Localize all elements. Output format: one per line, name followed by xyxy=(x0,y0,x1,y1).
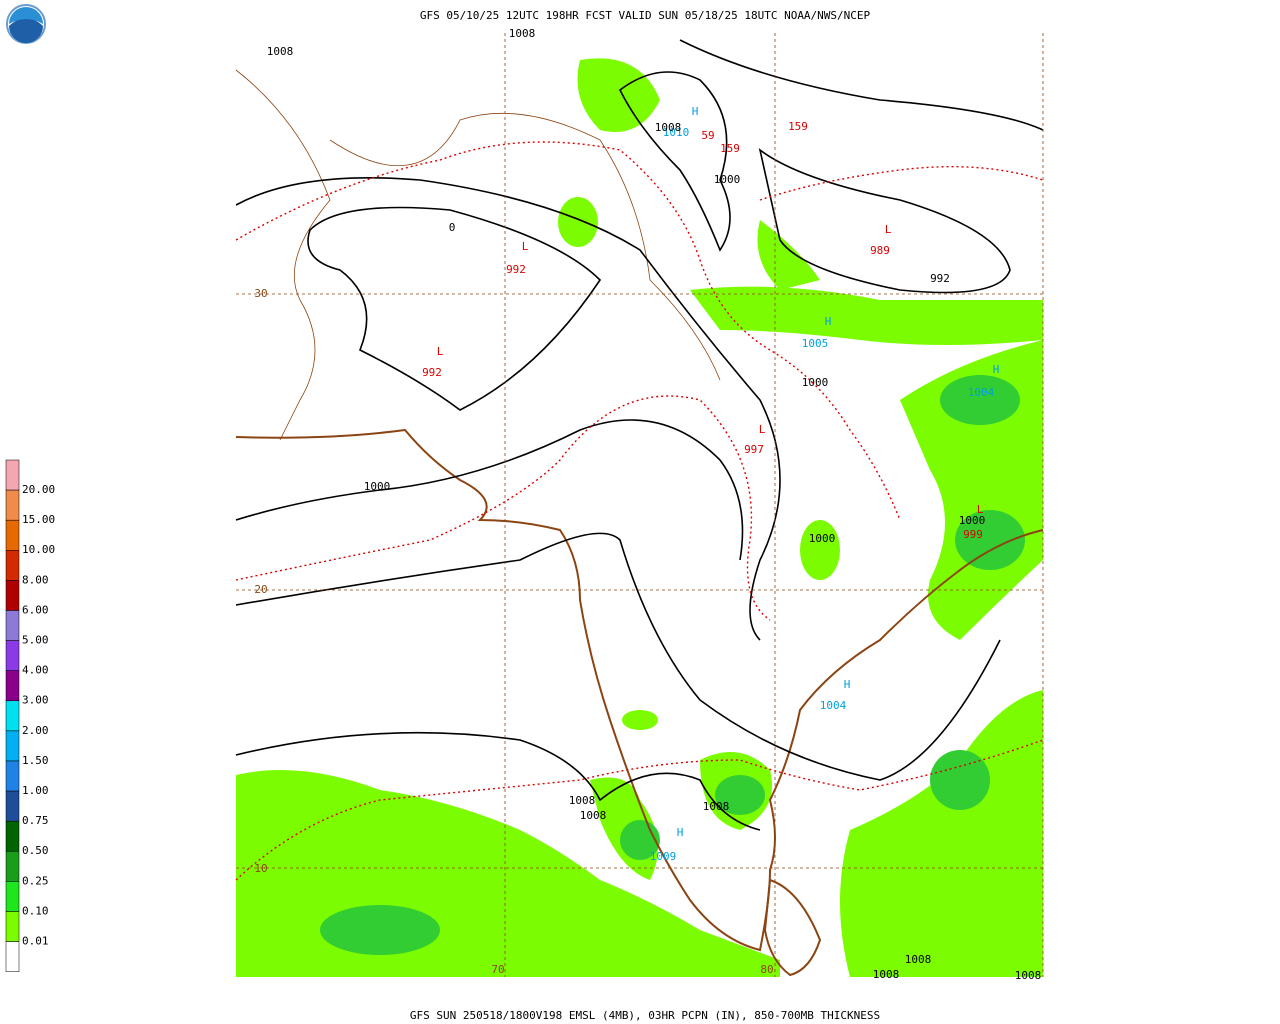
legend-swatch xyxy=(5,911,20,942)
graticule xyxy=(236,33,1044,977)
caption: GFS SUN 250518/1800V198 EMSL (4MB), 03HR… xyxy=(410,1009,880,1022)
legend-swatch xyxy=(5,760,20,792)
map-label: 1008 xyxy=(509,27,536,40)
legend-label: 8.00 xyxy=(22,573,49,586)
map-label: 159 xyxy=(720,142,740,155)
thickness xyxy=(235,141,1044,881)
map-label: 1008 xyxy=(703,800,730,813)
legend-swatch xyxy=(5,670,20,702)
map-label: 1010 xyxy=(663,126,690,139)
map-label: 1004 xyxy=(968,386,995,399)
map-label: 159 xyxy=(788,120,808,133)
map-label: 1000 xyxy=(714,173,741,186)
legend-label: 0.25 xyxy=(22,874,49,887)
legend-swatch xyxy=(5,820,20,852)
map-label: 1008 xyxy=(267,45,294,58)
map-label: 1008 xyxy=(569,794,596,807)
legend: 20.00 15.00 10.00 8.00 6.00 5.00 4.00 3.00 2.00 1… xyxy=(5,459,55,972)
noaa-logo xyxy=(6,4,46,44)
legend-swatch xyxy=(5,730,20,762)
legend-swatch xyxy=(5,851,20,882)
legend-swatch xyxy=(5,519,20,551)
map-label: 992 xyxy=(506,263,526,276)
map-label: 999 xyxy=(963,528,983,541)
pressure-center: H xyxy=(844,678,851,691)
map-label: 30 xyxy=(254,287,267,300)
map-label: 992 xyxy=(930,272,950,285)
map-label: 1000 xyxy=(959,514,986,527)
pressure-center: L xyxy=(885,223,892,236)
legend-label: 20.00 xyxy=(22,483,55,496)
pressure-center: L xyxy=(522,240,529,253)
pressure-center: H xyxy=(677,826,684,839)
map-label: 992 xyxy=(422,366,442,379)
legend-swatch xyxy=(5,700,20,732)
map-label: 1004 xyxy=(820,699,847,712)
map-label: 80 xyxy=(760,963,773,976)
map-label: 1008 xyxy=(580,809,607,822)
map-label: 59 xyxy=(701,129,714,142)
legend-label: 1.50 xyxy=(22,754,49,767)
legend-label: 5.00 xyxy=(22,634,49,647)
precip-heavy xyxy=(320,375,1025,955)
pressure-center: H xyxy=(692,105,699,118)
legend-label: 3.00 xyxy=(22,694,49,707)
legend-label: 1.00 xyxy=(22,784,49,797)
map-label: 1008 xyxy=(1015,969,1042,982)
map-label: 1008 xyxy=(905,953,932,966)
pressure-center: L xyxy=(759,423,766,436)
isobars xyxy=(235,39,1044,831)
map-label: 997 xyxy=(744,443,764,456)
pressure-center: H xyxy=(825,315,832,328)
map-label: 70 xyxy=(491,963,504,976)
legend-swatch xyxy=(5,790,20,822)
map-label: 1008 xyxy=(655,121,682,134)
legend-label: 0.50 xyxy=(22,844,49,857)
pressure-center: L xyxy=(437,345,444,358)
legend-swatch xyxy=(5,489,20,521)
legend-label: 2.00 xyxy=(22,724,49,737)
legend-swatch xyxy=(5,881,20,912)
legend-swatch xyxy=(5,459,20,491)
map: 10081008H10101008591591591000L989992L992… xyxy=(235,27,1044,982)
pressure-center: L xyxy=(977,503,984,516)
map-label: 1000 xyxy=(364,480,391,493)
legend-swatch xyxy=(5,640,20,671)
legend-label: 15.00 xyxy=(22,513,55,526)
legend-label: 0.75 xyxy=(22,814,49,827)
legend-swatch xyxy=(5,580,20,611)
legend-label: 4.00 xyxy=(22,664,49,677)
legend-label: 6.00 xyxy=(22,603,49,616)
map-label: 20 xyxy=(254,583,267,596)
legend-swatch xyxy=(5,941,20,972)
legend-label: 0.01 xyxy=(22,935,49,948)
map-label: 10 xyxy=(254,862,267,875)
legend-swatch xyxy=(5,610,20,641)
map-label: 1008 xyxy=(873,968,900,981)
map-label: 1000 xyxy=(809,532,836,545)
coastline xyxy=(235,428,1044,977)
borders xyxy=(235,69,721,441)
map-label: 1000 xyxy=(802,376,829,389)
map-label: 0 xyxy=(449,221,456,234)
map-label: 1009 xyxy=(650,850,677,863)
title: GFS 05/10/25 12UTC 198HR FCST VALID SUN … xyxy=(420,9,871,22)
map-label: 1005 xyxy=(802,337,829,350)
legend-label: 10.00 xyxy=(22,543,55,556)
legend-swatch xyxy=(5,550,20,581)
map-label: 989 xyxy=(870,244,890,257)
pressure-center: H xyxy=(993,363,1000,376)
legend-label: 0.10 xyxy=(22,904,49,917)
